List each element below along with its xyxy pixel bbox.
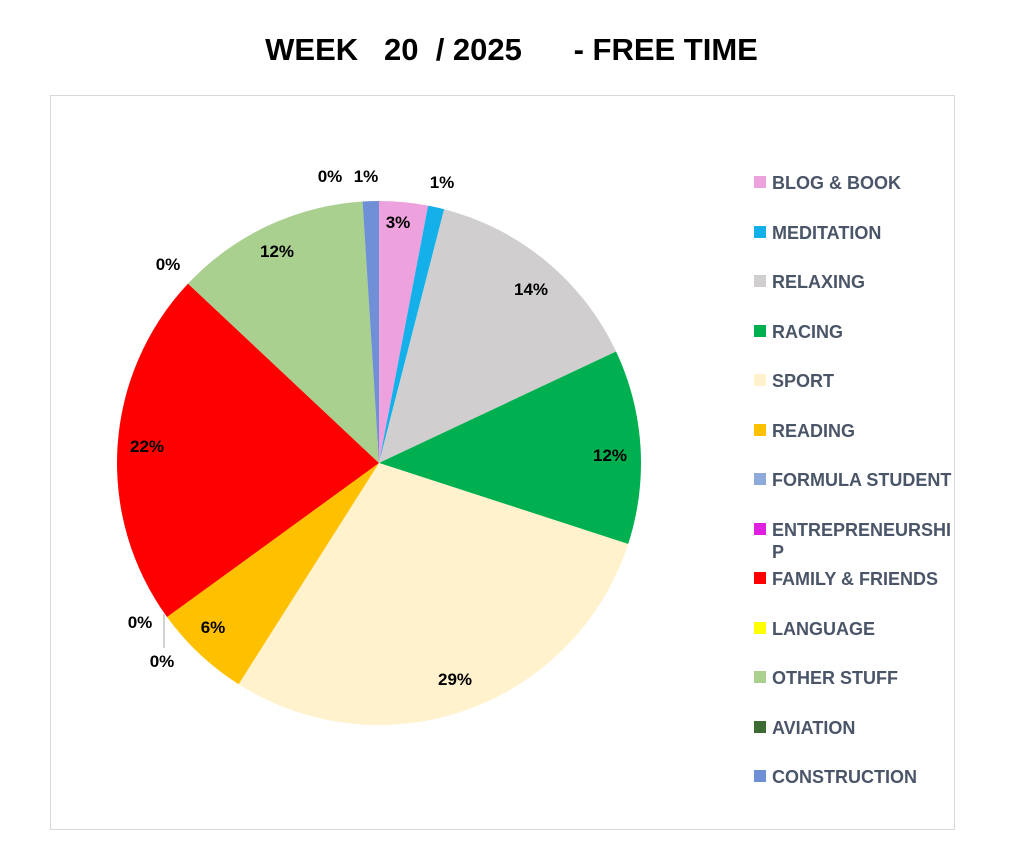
legend-swatch xyxy=(754,324,766,337)
data-label-language: 0% xyxy=(150,652,175,671)
pie-slice-relaxing xyxy=(379,209,617,463)
legend-swatch xyxy=(754,572,766,584)
data-label-aviation: 0% xyxy=(156,255,181,274)
legend-swatch xyxy=(754,423,766,436)
pie-slice-family-friends xyxy=(117,283,380,617)
data-label-entrepreneurship: 0% xyxy=(128,613,153,632)
legend-item-other-stuff: OTHER STUFF xyxy=(754,667,952,689)
chart-frame xyxy=(50,95,955,830)
legend-label: READING xyxy=(772,420,856,441)
legend-swatch xyxy=(754,374,766,386)
pie-slice-meditation xyxy=(379,205,445,463)
legend-item-blog-book: BLOG & BOOK xyxy=(754,172,952,194)
pie-slice-sport xyxy=(238,463,629,726)
legend-swatch xyxy=(754,275,766,287)
legend-swatch xyxy=(754,770,766,782)
legend-label: OTHER STUFF xyxy=(772,668,898,688)
legend-label: FAMILY & FRIENDS xyxy=(772,569,939,589)
data-label-family-friends: 22% xyxy=(130,437,164,456)
data-label-reading: 6% xyxy=(201,618,226,637)
data-label-formula-student: 0% xyxy=(318,167,343,186)
legend-item-sport: SPORT xyxy=(754,370,952,392)
legend-label: AVIATION xyxy=(772,717,856,738)
legend-swatch xyxy=(754,621,766,634)
legend-item-construction: CONSTRUCTION xyxy=(754,766,952,788)
legend-label: SPORT xyxy=(772,371,835,391)
data-label-construction: 1% xyxy=(354,167,379,186)
data-label-sport: 29% xyxy=(438,670,472,689)
legend-swatch xyxy=(754,720,766,733)
legend-item-racing: RACING xyxy=(754,321,952,343)
legend-item-relaxing: RELAXING xyxy=(754,271,952,293)
legend-label: RACING xyxy=(772,321,843,342)
chart-title: WEEK 20 / 2025 - FREE TIME xyxy=(265,32,758,67)
pie-slice-blog-book xyxy=(379,201,429,463)
data-label-blog-book: 3% xyxy=(386,213,411,232)
legend-item-language: LANGUAGE xyxy=(754,618,952,640)
pie-slice-reading xyxy=(167,463,379,685)
legend-item-reading: READING xyxy=(754,420,952,442)
legend-item-formula-student: FORMULA STUDENT xyxy=(754,469,952,491)
data-label-meditation: 1% xyxy=(430,173,455,192)
legend-item-aviation: AVIATION xyxy=(754,717,952,739)
data-label-relaxing: 14% xyxy=(514,280,548,299)
data-label-racing: 12% xyxy=(593,446,627,465)
legend-label: BLOG & BOOK xyxy=(772,173,901,193)
pie-slice-construction xyxy=(362,201,379,463)
legend-label: RELAXING xyxy=(772,272,866,292)
legend-swatch xyxy=(754,473,766,485)
pie-slice-racing xyxy=(379,351,641,544)
legend-item-entrepreneurship: ENTREPRENEURSHIP xyxy=(754,519,952,563)
pie-slice-other-stuff xyxy=(188,201,379,463)
legend-label: LANGUAGE xyxy=(772,618,875,639)
legend-label: CONSTRUCTION xyxy=(772,767,917,787)
legend-item-family-friends: FAMILY & FRIENDS xyxy=(754,568,952,590)
legend-swatch xyxy=(754,522,766,535)
legend-item-meditation: MEDITATION xyxy=(754,222,952,244)
legend-label: ENTREPRENEURSHIP xyxy=(772,519,952,562)
legend-label: FORMULA STUDENT xyxy=(772,470,952,490)
legend-swatch xyxy=(754,225,766,238)
legend-swatch xyxy=(754,176,766,188)
legend-swatch xyxy=(754,671,766,683)
legend-label: MEDITATION xyxy=(772,222,882,243)
data-label-other-stuff: 12% xyxy=(260,242,294,261)
